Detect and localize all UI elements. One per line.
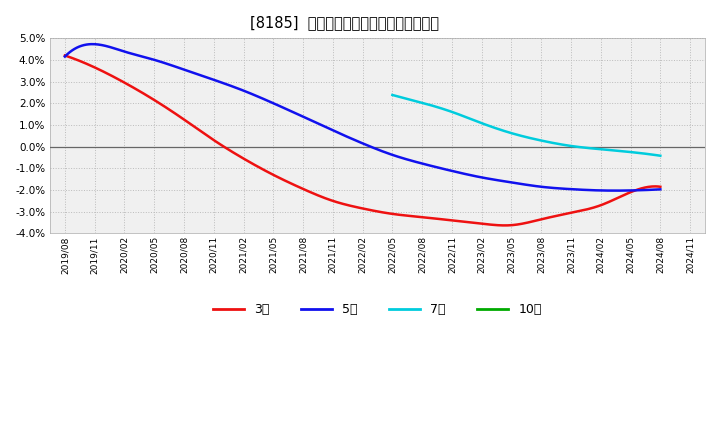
Legend: 3年, 5年, 7年, 10年: 3年, 5年, 7年, 10年 — [208, 298, 546, 321]
Title: [8185]  経常利益マージンの平均値の推移: [8185] 経常利益マージンの平均値の推移 — [251, 15, 439, 30]
